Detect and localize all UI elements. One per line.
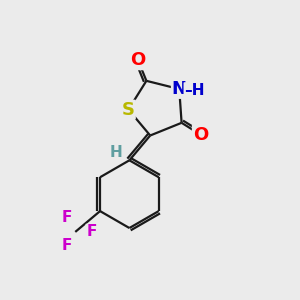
Text: F: F	[86, 224, 97, 239]
Text: O: O	[193, 125, 208, 143]
Text: H: H	[110, 146, 122, 160]
Text: –H: –H	[184, 83, 205, 98]
Text: F: F	[62, 238, 72, 253]
Text: S: S	[122, 100, 135, 118]
Text: N: N	[172, 80, 187, 98]
Text: O: O	[130, 51, 146, 69]
Text: F: F	[62, 210, 72, 225]
